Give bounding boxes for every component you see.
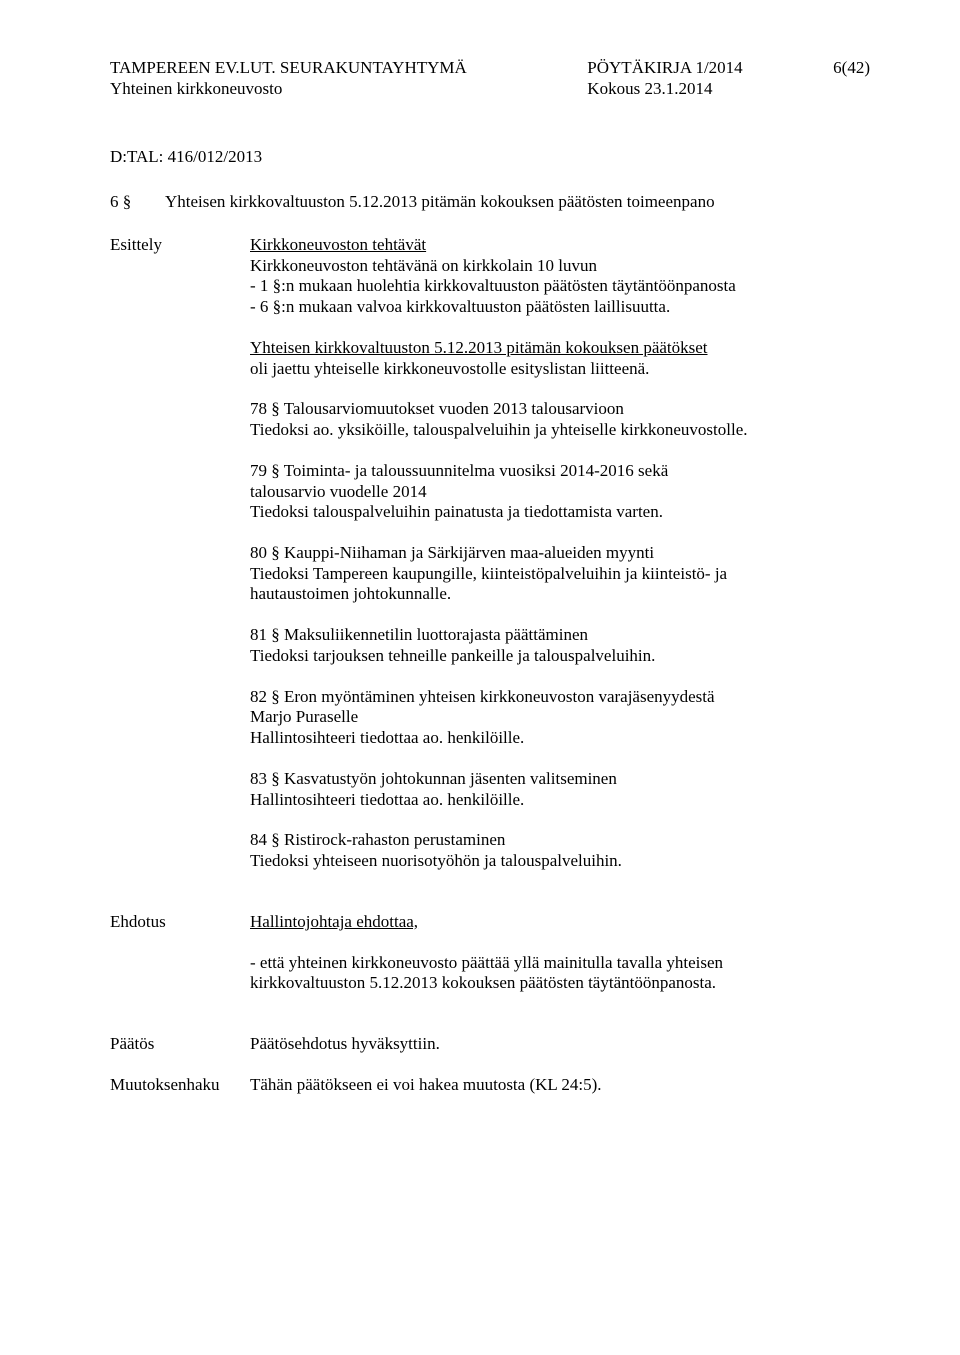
section-title: Yhteisen kirkkovaltuuston 5.12.2013 pitä… bbox=[165, 192, 715, 213]
p80-line-1: 80 § Kauppi-Niihaman ja Särkijärven maa-… bbox=[250, 543, 870, 564]
header: TAMPEREEN EV.LUT. SEURAKUNTAYHTYMÄ Yhtei… bbox=[110, 58, 870, 99]
kirkkoneuvoston-tehtavat-heading: Kirkkoneuvoston tehtävät bbox=[250, 235, 426, 254]
paatos-row: Päätös Päätösehdotus hyväksyttiin. bbox=[110, 1034, 870, 1055]
ehdotus-body-1: - että yhteinen kirkkoneuvosto päättää y… bbox=[250, 953, 870, 974]
diary-reference: D:TAL: 416/012/2013 bbox=[110, 147, 870, 168]
bottom-rows: Päätös Päätösehdotus hyväksyttiin. Muuto… bbox=[110, 1034, 870, 1095]
meeting-date: Kokous 23.1.2014 bbox=[587, 79, 742, 100]
header-right: 6(42) bbox=[833, 58, 870, 99]
section-6-heading: 6 § Yhteisen kirkkovaltuuston 5.12.2013 … bbox=[110, 192, 870, 213]
attachment-rest: oli jaettu yhteiselle kirkkoneuvostolle … bbox=[250, 359, 649, 378]
p84-line-2: Tiedoksi yhteiseen nuorisotyöhön ja talo… bbox=[250, 851, 870, 872]
esittely-label: Esittely bbox=[110, 235, 250, 872]
p78-line-2: Tiedoksi ao. yksiköille, talouspalveluih… bbox=[250, 420, 870, 441]
attachment-heading: Yhteisen kirkkovaltuuston 5.12.2013 pitä… bbox=[250, 338, 708, 357]
p79-line-3: Tiedoksi talouspalveluihin painatusta ja… bbox=[250, 502, 870, 523]
header-center: PÖYTÄKIRJA 1/2014 Kokous 23.1.2014 bbox=[587, 58, 742, 99]
org-sub: Yhteinen kirkkoneuvosto bbox=[110, 79, 467, 100]
ehdotus-content: Hallintojohtaja ehdottaa, - että yhteine… bbox=[250, 912, 870, 994]
ehdotus-body-2: kirkkovaltuuston 5.12.2013 kokouksen pää… bbox=[250, 973, 870, 994]
intro-line-3: - 6 §:n mukaan valvoa kirkkovaltuuston p… bbox=[250, 297, 870, 318]
ehdotus-block: Ehdotus Hallintojohtaja ehdottaa, - että… bbox=[110, 912, 870, 994]
muutoksenhaku-text: Tähän päätökseen ei voi hakea muutosta (… bbox=[250, 1075, 870, 1096]
p84-line-1: 84 § Ristirock-rahaston perustaminen bbox=[250, 830, 870, 851]
muutoksenhaku-row: Muutoksenhaku Tähän päätökseen ei voi ha… bbox=[110, 1075, 870, 1096]
doc-id: PÖYTÄKIRJA 1/2014 bbox=[587, 58, 742, 79]
ehdotus-label: Ehdotus bbox=[110, 912, 250, 994]
p82-line-1: 82 § Eron myöntäminen yhteisen kirkkoneu… bbox=[250, 687, 870, 708]
page: TAMPEREEN EV.LUT. SEURAKUNTAYHTYMÄ Yhtei… bbox=[0, 0, 960, 1355]
p79-line-1: 79 § Toiminta- ja taloussuunnitelma vuos… bbox=[250, 461, 870, 482]
p82-line-2: Marjo Puraselle bbox=[250, 707, 870, 728]
p80-line-3: hautaustoimen johtokunnalle. bbox=[250, 584, 870, 605]
section-number: 6 § bbox=[110, 192, 165, 213]
muutoksenhaku-label: Muutoksenhaku bbox=[110, 1075, 250, 1096]
p79-line-2: talousarvio vuodelle 2014 bbox=[250, 482, 870, 503]
org-name: TAMPEREEN EV.LUT. SEURAKUNTAYHTYMÄ bbox=[110, 58, 467, 79]
esittely-content: Kirkkoneuvoston tehtävät Kirkkoneuvoston… bbox=[250, 235, 870, 872]
p78-line-1: 78 § Talousarviomuutokset vuoden 2013 ta… bbox=[250, 399, 870, 420]
p82-line-3: Hallintosihteeri tiedottaa ao. henkilöil… bbox=[250, 728, 870, 749]
page-number: 6(42) bbox=[833, 58, 870, 79]
header-left: TAMPEREEN EV.LUT. SEURAKUNTAYHTYMÄ Yhtei… bbox=[110, 58, 467, 99]
paatos-label: Päätös bbox=[110, 1034, 250, 1055]
p80-line-2: Tiedoksi Tampereen kaupungille, kiinteis… bbox=[250, 564, 870, 585]
p81-line-1: 81 § Maksuliikennetilin luottorajasta pä… bbox=[250, 625, 870, 646]
intro-line-2: - 1 §:n mukaan huolehtia kirkkovaltuusto… bbox=[250, 276, 870, 297]
ehdotus-heading: Hallintojohtaja ehdottaa, bbox=[250, 912, 418, 931]
p83-line-1: 83 § Kasvatustyön johtokunnan jäsenten v… bbox=[250, 769, 870, 790]
esittely-block: Esittely Kirkkoneuvoston tehtävät Kirkko… bbox=[110, 235, 870, 872]
p83-line-2: Hallintosihteeri tiedottaa ao. henkilöil… bbox=[250, 790, 870, 811]
p81-line-2: Tiedoksi tarjouksen tehneille pankeille … bbox=[250, 646, 870, 667]
intro-line-1: Kirkkoneuvoston tehtävänä on kirkkolain … bbox=[250, 256, 870, 277]
paatos-text: Päätösehdotus hyväksyttiin. bbox=[250, 1034, 870, 1055]
